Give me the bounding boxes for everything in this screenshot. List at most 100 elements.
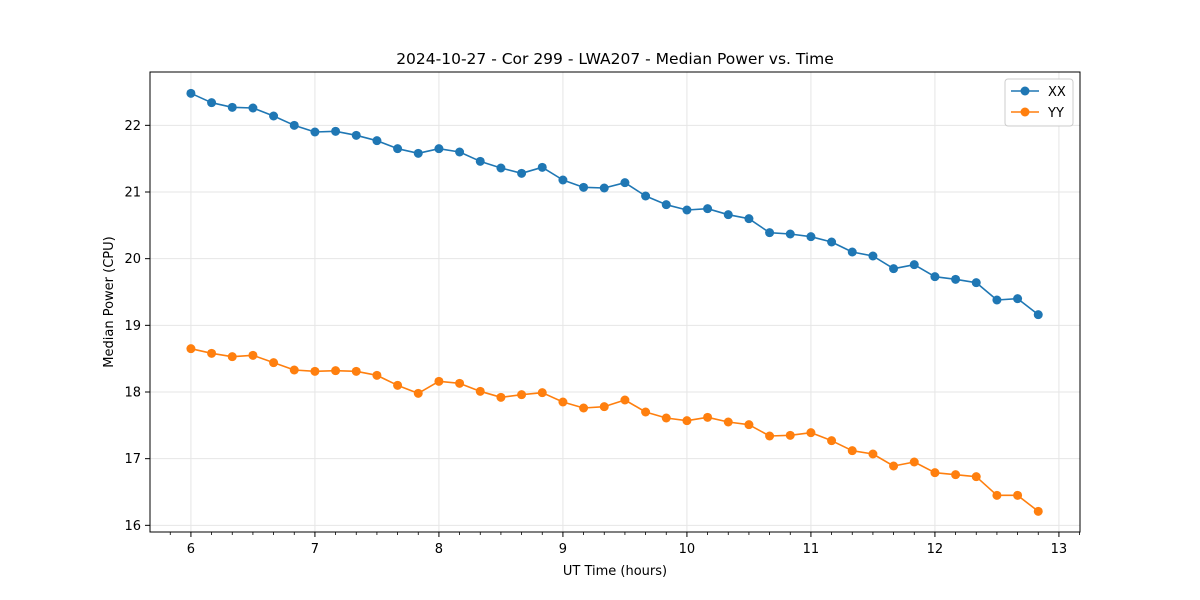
series-yy [186,344,1043,516]
data-point-xx [620,178,630,188]
data-point-xx [496,163,506,173]
data-point-yy [889,461,899,471]
data-point-xx [310,127,320,137]
y-tick-label: 20 [124,252,141,267]
data-point-xx [517,168,527,178]
data-point-xx [599,183,609,193]
legend: XX YY [1004,78,1074,127]
data-point-yy [496,392,506,402]
data-point-yy [992,490,1002,500]
data-point-yy [785,430,795,440]
data-point-yy [599,402,609,412]
data-point-yy [1013,490,1023,500]
data-point-yy [971,472,981,482]
x-tick-label: 7 [311,542,319,557]
data-point-xx [723,210,733,220]
series-layer [186,88,1043,516]
data-point-yy [310,366,320,376]
y-tick-label: 21 [124,186,141,201]
data-point-xx [227,102,237,112]
chart-title: 2024-10-27 - Cor 299 - LWA207 - Median P… [396,50,834,68]
data-point-yy [930,468,940,478]
data-point-xx [889,264,899,274]
data-point-yy [641,407,651,417]
x-tick-label: 10 [679,542,696,557]
data-point-yy [393,380,403,390]
data-point-yy [868,449,878,459]
data-point-yy [765,431,775,441]
data-point-xx [579,182,589,192]
data-point-yy [620,395,630,405]
x-tick-label: 8 [435,542,443,557]
x-tick-label: 13 [1051,542,1068,557]
data-point-xx [1033,310,1043,320]
data-point-yy [1033,506,1043,516]
data-point-xx [1013,294,1023,304]
data-point-xx [455,147,465,157]
data-point-yy [909,457,919,467]
y-tick-label: 22 [124,119,141,134]
legend-label-xx: XX [1048,85,1066,100]
data-point-xx [765,228,775,238]
data-point-xx [207,98,217,108]
x-axis: 6 7 8 9 10 11 12 13 [169,532,1080,557]
data-point-xx [289,120,299,130]
series-xx [186,88,1043,320]
data-point-yy [413,388,423,398]
data-point-xx [971,278,981,288]
data-point-yy [558,397,568,407]
data-point-xx [641,191,651,201]
y-tick-label: 17 [124,452,141,467]
plot-frame [149,71,1081,533]
data-point-yy [744,420,754,430]
data-point-xx [930,272,940,282]
data-point-xx [951,274,961,284]
data-point-yy [951,470,961,480]
data-point-yy [682,416,692,426]
data-point-yy [227,352,237,362]
y-tick-label: 16 [124,519,141,534]
x-tick-label: 9 [559,542,567,557]
y-tick-label: 19 [124,319,141,334]
data-point-yy [723,417,733,427]
data-point-yy [248,350,258,360]
data-point-yy [269,358,279,368]
data-point-yy [351,366,361,376]
data-point-xx [806,232,816,242]
data-point-yy [827,436,837,446]
data-point-xx [992,295,1002,305]
data-point-xx [331,126,341,136]
data-point-yy [475,386,485,396]
data-point-yy [434,376,444,386]
data-point-yy [537,388,547,398]
data-point-yy [331,366,341,376]
data-point-xx [827,237,837,247]
data-point-xx [537,162,547,172]
legend-label-yy: YY [1047,106,1064,121]
data-point-xx [744,214,754,224]
data-point-xx [703,204,713,214]
data-point-yy [186,344,196,354]
data-point-yy [517,390,527,400]
data-point-xx [186,88,196,98]
data-point-xx [909,260,919,270]
legend-dot-yy [1020,107,1030,117]
data-point-xx [785,229,795,239]
data-point-xx [413,148,423,158]
x-tick-label: 6 [187,542,195,557]
data-point-xx [372,136,382,146]
data-point-xx [351,130,361,140]
data-point-yy [661,413,671,423]
data-point-xx [661,200,671,210]
x-axis-label: UT Time (hours) [563,564,667,579]
data-point-yy [372,370,382,380]
data-point-yy [455,378,465,388]
data-point-xx [847,247,857,257]
y-axis-label: Median Power (CPU) [102,236,117,367]
data-point-xx [269,111,279,121]
data-point-xx [868,251,878,261]
data-point-xx [434,144,444,154]
data-point-yy [703,412,713,422]
data-point-xx [248,103,258,113]
